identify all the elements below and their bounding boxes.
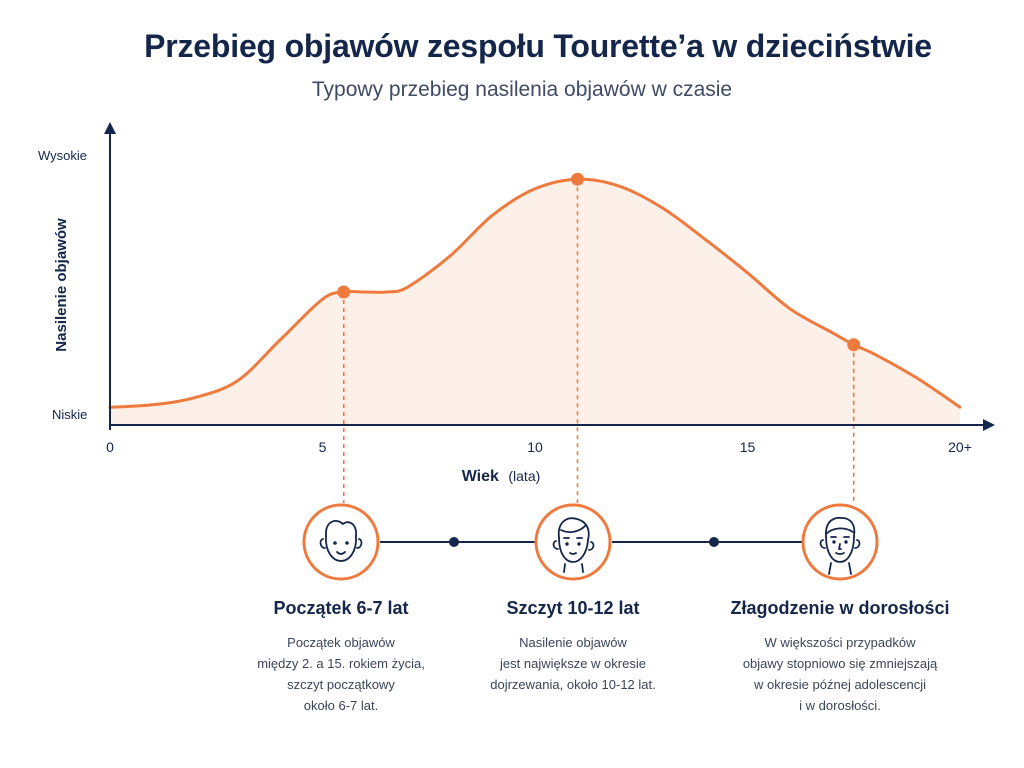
stage-description-onset: Początek objawów między 2. a 15. rokiem … [257,635,425,713]
area-fill [110,179,960,425]
markers [337,172,861,352]
chart-title: Przebieg objawów zespołu Tourette’a w dz… [144,28,932,64]
timeline-dot [709,537,719,547]
x-tick-label: 0 [106,439,114,455]
stage-description-peak: Nasilenie objawów jest największe w okre… [490,635,656,692]
x-axis-label-main: Wiek [462,468,499,485]
y-axis [104,122,116,430]
stage-title-peak: Szczyt 10-12 lat [506,598,640,618]
curve-marker [337,285,351,299]
x-tick-label: 10 [527,439,543,455]
teen-face-icon [534,503,612,581]
x-tick-label: 5 [319,439,327,455]
timeline-dot [449,537,459,547]
chart-subtitle: Typowy przebieg nasilenia objawów w czas… [311,78,733,101]
y-axis-label: Nasilenie objawów [53,218,70,352]
stage-title-adulthood: Złagodzenie w dorosłości [730,598,950,618]
symptom-curve [108,177,962,409]
y-tick-low: Niskie [52,407,87,422]
child-face-icon [302,503,380,581]
x-axis-arrow-icon [983,419,995,431]
stage-description-adulthood: W większości przypadków objawy stopniowo… [742,635,938,713]
x-tick-label: 15 [740,439,756,455]
curve-marker [571,172,584,186]
guide-lines [342,179,855,503]
curve-marker [847,338,861,352]
stage-title-onset: Początek 6-7 lat [273,598,409,618]
x-axis [110,419,995,431]
x-tick-label: 20+ [948,439,972,455]
y-tick-high: Wysokie [38,148,87,163]
x-ticks: 0 5 10 15 20+ [106,439,972,455]
x-axis-label-unit: (lata) [508,468,540,484]
adult-face-icon [801,503,879,581]
y-axis-arrow-icon [104,122,116,134]
x-axis-label: Wiek (lata) [462,468,541,485]
timeline [380,537,802,547]
area-layer [108,177,962,425]
